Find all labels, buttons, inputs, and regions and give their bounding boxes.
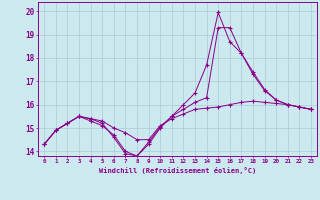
X-axis label: Windchill (Refroidissement éolien,°C): Windchill (Refroidissement éolien,°C) [99, 167, 256, 174]
